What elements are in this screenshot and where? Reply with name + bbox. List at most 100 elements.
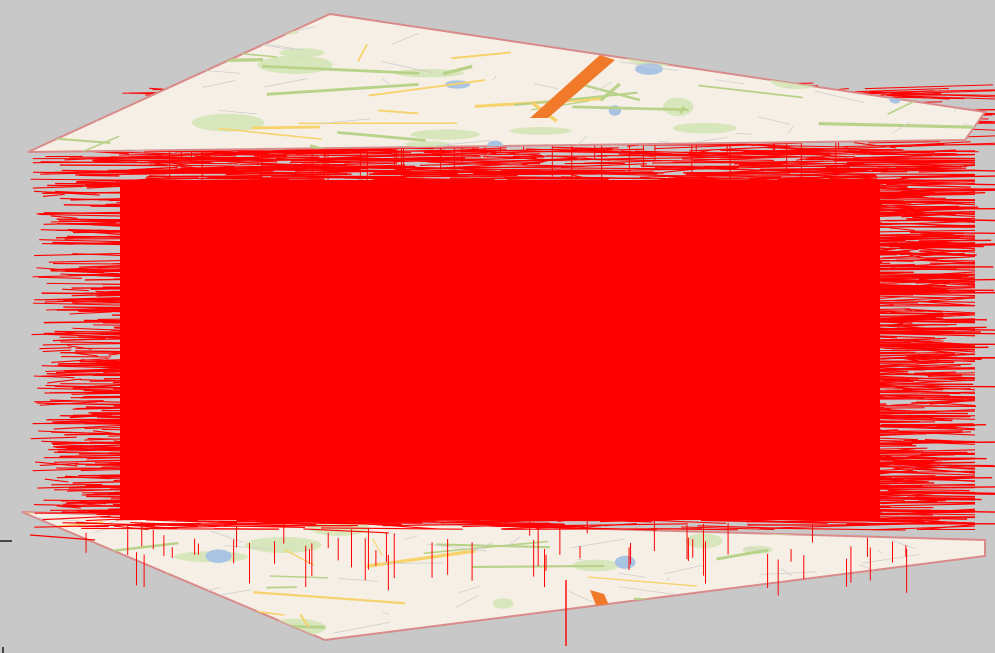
park-area	[151, 608, 179, 624]
link-line	[98, 472, 203, 477]
link-line	[79, 174, 120, 177]
link-line	[606, 354, 698, 358]
link-line	[870, 518, 940, 522]
link-line	[770, 495, 864, 499]
link-line	[915, 496, 982, 501]
link-line	[826, 165, 941, 168]
link-line	[150, 192, 214, 196]
link-line	[467, 434, 584, 439]
link-line	[729, 193, 779, 196]
street	[737, 600, 772, 613]
link-line	[229, 449, 285, 454]
link-line	[791, 226, 867, 229]
link-line	[878, 394, 976, 398]
link-line	[607, 442, 663, 446]
link-line	[32, 185, 84, 189]
link-line	[700, 519, 828, 524]
link-line	[368, 173, 498, 176]
link-line	[863, 423, 987, 428]
park-area	[102, 73, 167, 85]
link-line	[213, 226, 289, 230]
map-plane-surface	[27, 12, 987, 153]
street	[206, 586, 221, 592]
road	[451, 51, 511, 60]
park-area	[672, 122, 738, 134]
link-line	[877, 486, 995, 489]
link-line	[427, 507, 514, 513]
link-line	[349, 264, 475, 268]
road	[22, 519, 34, 525]
link-line	[901, 189, 995, 193]
link-line	[259, 168, 420, 174]
link-line	[332, 199, 455, 204]
link-line	[366, 455, 491, 460]
link-line	[565, 362, 659, 365]
link-line	[29, 534, 96, 541]
link-line	[528, 437, 612, 441]
link-line	[321, 527, 463, 530]
link-line	[42, 515, 111, 521]
street	[188, 14, 220, 16]
link-line	[817, 457, 935, 462]
link-line	[61, 169, 211, 174]
link-line	[438, 500, 575, 504]
street	[891, 121, 910, 134]
water-area	[937, 587, 965, 600]
street	[891, 539, 916, 549]
link-line	[463, 371, 535, 375]
link-line	[700, 511, 784, 514]
link-line	[278, 260, 330, 264]
street	[426, 543, 487, 552]
link-line	[798, 192, 889, 197]
link-line	[359, 452, 517, 456]
link-line	[79, 360, 162, 363]
water-area	[876, 602, 899, 610]
link-line	[832, 336, 877, 340]
link-line	[500, 340, 628, 344]
link-line	[905, 175, 995, 179]
link-line	[132, 280, 249, 284]
link-line	[848, 150, 957, 155]
street	[877, 549, 883, 554]
link-line	[508, 344, 665, 348]
link-line	[916, 467, 976, 474]
link-line	[595, 492, 711, 495]
street	[50, 550, 103, 560]
link-line	[827, 419, 915, 423]
street	[814, 90, 865, 104]
link-line	[611, 259, 763, 263]
link-line	[236, 258, 374, 263]
water-area	[614, 555, 636, 569]
street	[715, 79, 745, 85]
link-line	[770, 336, 823, 342]
road	[717, 596, 768, 610]
link-line	[909, 254, 934, 261]
link-line	[72, 480, 149, 484]
link-line	[374, 180, 496, 185]
road	[472, 564, 604, 569]
link-line	[405, 370, 470, 376]
link-line	[253, 171, 341, 175]
link-line	[219, 192, 295, 197]
link-line	[594, 270, 669, 273]
link-line	[532, 332, 634, 334]
link-line	[159, 274, 244, 278]
link-line	[441, 311, 518, 316]
link-line	[892, 280, 976, 286]
link-line	[75, 350, 234, 354]
link-line	[646, 308, 786, 312]
link-line	[897, 517, 968, 520]
link-line	[135, 458, 224, 462]
link-line	[869, 312, 963, 315]
street	[592, 612, 603, 616]
link-line	[485, 474, 556, 479]
link-line	[574, 250, 708, 255]
link-line	[480, 444, 533, 448]
link-line	[330, 435, 430, 438]
link-line	[435, 255, 544, 260]
link-line	[559, 449, 639, 454]
street	[592, 81, 613, 93]
link-line	[126, 307, 215, 311]
